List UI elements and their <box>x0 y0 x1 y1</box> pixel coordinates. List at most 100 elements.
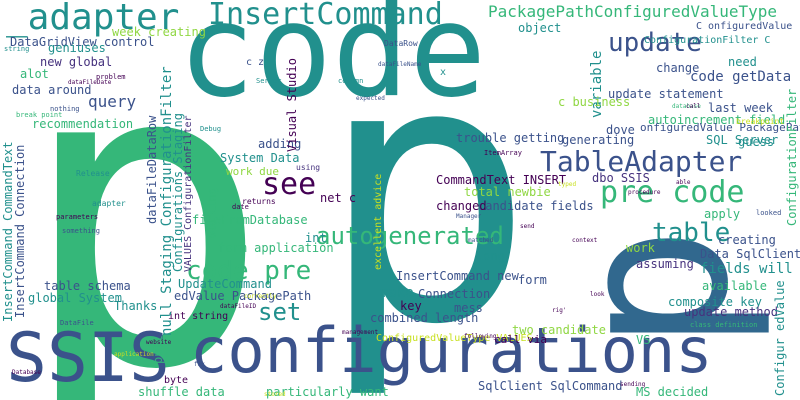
word: query <box>88 92 137 111</box>
word: nothing <box>50 105 80 113</box>
word: table schema <box>44 279 131 293</box>
word: object <box>518 21 562 35</box>
word: CommandText INSERT <box>436 173 567 187</box>
word: date <box>232 203 249 211</box>
word: autogenerated <box>316 222 504 250</box>
word: adding <box>258 137 302 151</box>
word: Release <box>76 169 110 178</box>
word: ConfigurationFilter C <box>644 35 771 46</box>
word: code pre <box>186 256 312 286</box>
word: key <box>400 299 422 313</box>
word: dataFileDataRow <box>145 115 159 224</box>
word: using <box>296 163 321 172</box>
word: work <box>626 241 655 255</box>
word: break point <box>16 111 63 119</box>
word: configurations <box>190 314 713 387</box>
word: Database <box>12 369 41 376</box>
word: following <box>464 333 497 340</box>
word: two candidate <box>512 323 606 337</box>
word: Configur edValue <box>773 280 787 396</box>
word: creating <box>718 233 776 247</box>
word: Manager <box>456 213 482 220</box>
word: expected <box>356 95 385 102</box>
word: dbo SSIS <box>592 171 650 185</box>
word: C onfiguredValue <box>696 21 793 32</box>
word: guess <box>738 135 775 149</box>
word: geniuses <box>48 41 106 55</box>
word: parameters <box>56 213 99 221</box>
word: typed <box>558 181 577 188</box>
word: adapter <box>92 199 126 208</box>
word: returns <box>242 197 276 206</box>
word: assuming <box>636 257 694 271</box>
word: send <box>520 223 535 230</box>
word: candidate fields <box>478 199 594 213</box>
word: change <box>656 61 700 75</box>
word: pre code <box>600 175 745 210</box>
word: VS <box>636 333 651 347</box>
word: data around <box>12 83 92 97</box>
word: update method <box>684 305 778 319</box>
word: update <box>608 28 702 58</box>
word: make <box>380 285 414 301</box>
word: byte <box>164 375 189 386</box>
word: autoincrement field <box>648 113 786 127</box>
word: context <box>572 237 598 244</box>
word: class definition <box>690 321 758 329</box>
word: Thanks <box>114 299 158 313</box>
word: InsertCommand new <box>396 269 519 283</box>
word: dataFileID <box>220 303 257 310</box>
word: DataGridView control <box>10 35 155 49</box>
word: DataRow <box>384 39 418 48</box>
word: fix <box>194 361 205 368</box>
word: dove <box>606 123 635 137</box>
word: c z <box>246 57 265 68</box>
word: working <box>205 187 219 238</box>
word: see <box>262 167 317 202</box>
word: last week <box>708 101 774 115</box>
word: ConfiguredValueType VALUES <box>376 333 533 344</box>
word: ConfigurationFilter <box>785 88 799 226</box>
word: PackagePath <box>488 2 594 21</box>
word: x <box>440 67 447 78</box>
word: need <box>728 55 757 69</box>
word: ItemArray <box>484 149 522 157</box>
word: DataFile <box>60 319 94 327</box>
word: update statement <box>608 87 724 101</box>
word: excellent advice <box>373 173 384 270</box>
word: recommendation <box>32 117 134 131</box>
word: code <box>178 0 487 126</box>
word: changed <box>436 199 487 213</box>
word: total newbie <box>464 185 551 199</box>
word: fields will <box>700 261 793 277</box>
word: p <box>18 0 271 400</box>
word: edValue PackagePath <box>174 289 312 303</box>
word: table <box>652 218 731 248</box>
word: problem <box>96 73 126 81</box>
word: alot <box>20 67 49 81</box>
word: work due <box>226 165 279 178</box>
word: MS decided <box>636 385 709 399</box>
word: rig' <box>552 307 567 314</box>
word: shuffle data <box>138 385 225 399</box>
word: matched <box>468 237 494 244</box>
word: int <box>305 231 327 245</box>
word: stored <box>264 391 286 398</box>
word: composite key <box>668 295 762 309</box>
word: dataFileDate <box>68 79 112 86</box>
word: sending <box>620 381 646 388</box>
word: look <box>590 291 605 298</box>
word: long <box>476 249 505 263</box>
word: int string <box>168 311 229 322</box>
word: something <box>62 227 100 235</box>
word: code getData <box>690 69 792 85</box>
word: set <box>258 298 302 326</box>
word: SqlClient SqlCommand <box>478 379 623 393</box>
word: InsertCommand <box>208 0 443 32</box>
word: database <box>672 103 701 110</box>
word: net c <box>320 191 357 205</box>
word: Visual Studio <box>285 58 299 152</box>
word: System Data <box>220 151 300 165</box>
word: new global <box>40 55 113 69</box>
word: generating <box>562 133 635 147</box>
